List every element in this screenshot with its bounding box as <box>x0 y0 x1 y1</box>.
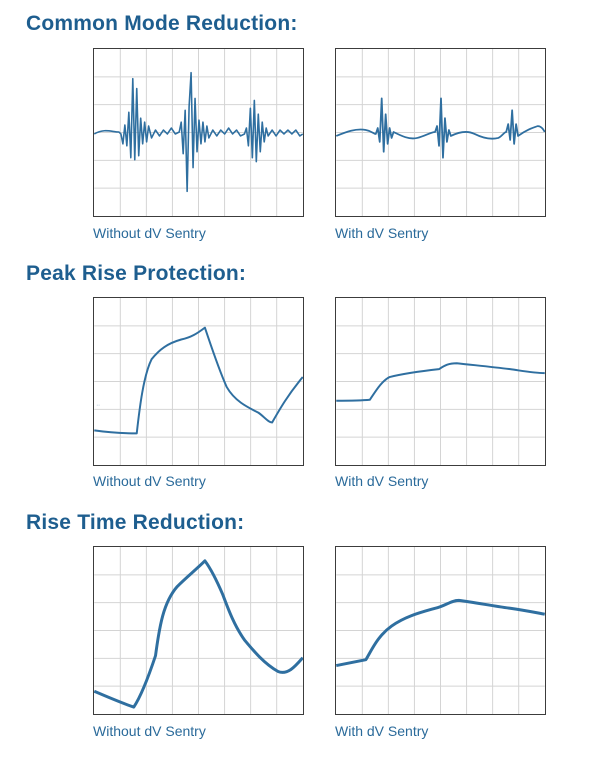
trace-common-mode-without <box>94 71 303 193</box>
section-title-peak-rise: Peak Rise Protection: <box>26 262 247 285</box>
caption-common-mode-with: With dV Sentry <box>335 225 429 241</box>
section-title-rise-time: Rise Time Reduction: <box>26 511 245 534</box>
caption-rise-time-without: Without dV Sentry <box>93 723 206 739</box>
trace-peak-rise-without <box>94 326 303 435</box>
waveform-rise-time-with <box>336 547 545 714</box>
trace-common-mode-with <box>336 97 545 159</box>
caption-common-mode-without: Without dV Sentry <box>93 225 206 241</box>
waveform-peak-rise-without: ·· <box>94 298 303 465</box>
channel-marker: ·· <box>96 404 100 410</box>
trace-rise-time-with <box>336 598 545 668</box>
waveform-rise-time-without <box>94 547 303 714</box>
caption-peak-rise-without: Without dV Sentry <box>93 473 206 489</box>
section-title-common-mode: Common Mode Reduction: <box>26 12 298 35</box>
trace-peak-rise-with <box>336 362 545 402</box>
trace-rise-time-without <box>94 559 303 709</box>
caption-peak-rise-with: With dV Sentry <box>335 473 429 489</box>
scope-peak-rise-with <box>335 297 546 466</box>
scope-common-mode-without <box>93 48 304 217</box>
waveform-peak-rise-with <box>336 298 545 465</box>
scope-rise-time-with <box>335 546 546 715</box>
scope-common-mode-with <box>335 48 546 217</box>
caption-rise-time-with: With dV Sentry <box>335 723 429 739</box>
scope-rise-time-without <box>93 546 304 715</box>
scope-peak-rise-without: ·· <box>93 297 304 466</box>
waveform-common-mode-without <box>94 49 303 216</box>
waveform-common-mode-with <box>336 49 545 216</box>
